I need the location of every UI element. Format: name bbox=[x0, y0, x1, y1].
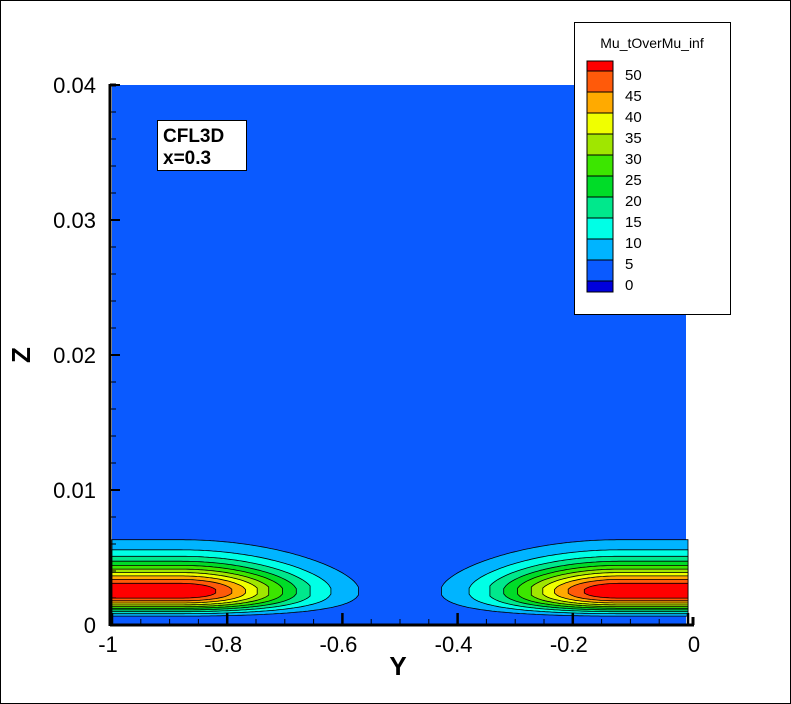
legend-swatch bbox=[586, 91, 614, 114]
x-tick-label: -0.6 bbox=[319, 632, 357, 657]
legend-swatch bbox=[586, 259, 614, 282]
contour-level-50-right bbox=[583, 582, 689, 599]
annotation-box: CFL3D x=0.3 bbox=[157, 120, 247, 171]
legend-level-label: 40 bbox=[625, 109, 642, 126]
annotation-line-1: CFL3D bbox=[163, 126, 224, 147]
x-tick-label: -1 bbox=[98, 632, 118, 657]
legend-level-label: 5 bbox=[625, 256, 633, 273]
y-tick-label: 0.04 bbox=[53, 73, 96, 98]
legend-level-label: 15 bbox=[625, 214, 642, 231]
legend-swatch bbox=[586, 280, 614, 293]
legend-swatch bbox=[586, 175, 614, 198]
legend-level-label: 0 bbox=[625, 277, 633, 294]
legend-level-label: 35 bbox=[625, 130, 642, 147]
x-tick-label: -0.2 bbox=[550, 632, 588, 657]
legend-swatch bbox=[586, 70, 614, 93]
legend-level-label: 45 bbox=[625, 88, 642, 105]
contour-level-50-left bbox=[111, 582, 217, 599]
y-axis-label: Z bbox=[6, 347, 36, 363]
x-tick-label: -0.4 bbox=[435, 632, 473, 657]
y-tick-label: 0.01 bbox=[53, 478, 96, 503]
legend-level-label: 25 bbox=[625, 172, 642, 189]
x-tick-label: 0 bbox=[688, 632, 700, 657]
legend-title: Mu_tOverMu_inf bbox=[600, 35, 704, 51]
y-tick-label: 0.02 bbox=[53, 343, 96, 368]
legend-swatch bbox=[586, 60, 614, 72]
y-tick-label: 0.03 bbox=[53, 208, 96, 233]
legend-swatch bbox=[586, 154, 614, 177]
legend-swatch bbox=[586, 238, 614, 261]
x-axis-label: Y bbox=[389, 651, 406, 681]
legend-level-label: 30 bbox=[625, 151, 642, 168]
legend-swatch bbox=[586, 112, 614, 135]
legend-level-label: 10 bbox=[625, 235, 642, 252]
legend-swatch bbox=[586, 217, 614, 240]
legend-swatch bbox=[586, 196, 614, 219]
legend-level-label: 50 bbox=[625, 67, 642, 84]
y-tick-label: 0 bbox=[84, 613, 96, 638]
annotation-line-2: x=0.3 bbox=[163, 148, 211, 169]
x-tick-label: -0.8 bbox=[204, 632, 242, 657]
axes: 0 0.01 0.02 0.03 0.04 -1 -0.8 -0.6 -0.4 -0.2 0 bbox=[53, 73, 700, 657]
legend-swatch bbox=[586, 133, 614, 156]
legend-level-label: 20 bbox=[625, 193, 642, 210]
